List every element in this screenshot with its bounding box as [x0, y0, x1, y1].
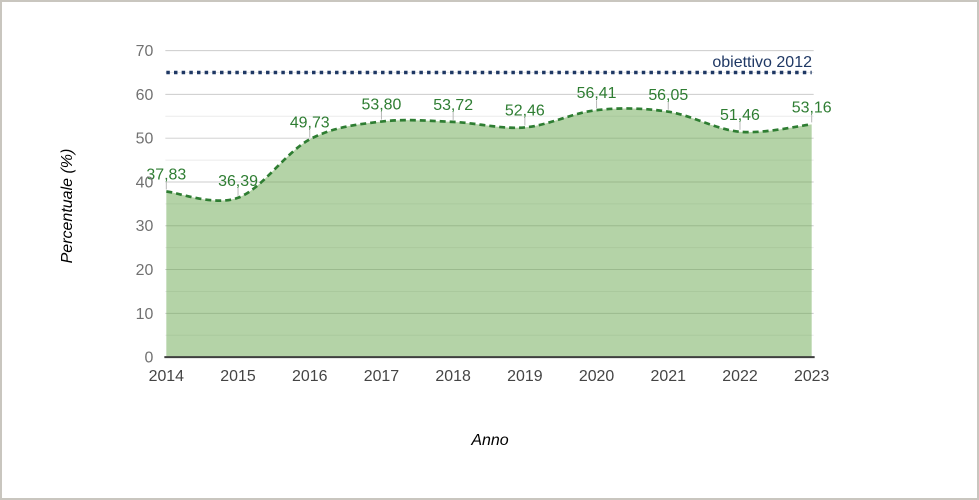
- series-area: [166, 108, 812, 358]
- data-label: 56,05: [648, 87, 688, 104]
- y-tick-label: 10: [136, 306, 154, 323]
- x-tick-label: 2019: [507, 368, 543, 385]
- x-tick-label: 2021: [651, 368, 687, 385]
- data-label: 53,16: [792, 99, 832, 116]
- x-tick-label: 2015: [220, 368, 256, 385]
- series-line: [166, 107, 812, 202]
- y-tick-label: 20: [136, 262, 154, 279]
- y-tick-label: 70: [136, 43, 154, 60]
- x-tick-label: 2020: [579, 368, 615, 385]
- y-tick-label: 0: [145, 350, 154, 367]
- x-tick-label: 2022: [722, 368, 758, 385]
- reference-line-label: obiettivo 2012: [712, 54, 812, 71]
- x-tick-label: 2017: [364, 368, 400, 385]
- x-tick-label: 2018: [435, 368, 471, 385]
- data-label: 49,73: [290, 114, 330, 131]
- y-axis-title: Percentuale (%): [59, 148, 76, 264]
- data-label: 52,46: [505, 103, 545, 120]
- y-tick-label: 30: [136, 218, 154, 235]
- data-label: 53,72: [433, 97, 473, 114]
- data-label: 36,39: [218, 173, 258, 190]
- x-tick-label: 2016: [292, 368, 328, 385]
- data-label: 51,46: [720, 107, 760, 124]
- data-label: 37,83: [146, 167, 186, 184]
- x-tick-label: 2023: [794, 368, 830, 385]
- data-label: 53,80: [362, 97, 402, 114]
- x-tick-label: 2014: [149, 368, 185, 385]
- data-label: 56,41: [577, 85, 617, 102]
- x-axis-title: Anno: [471, 432, 509, 449]
- y-tick-label: 40: [136, 174, 154, 191]
- y-tick-label: 60: [136, 87, 154, 104]
- y-tick-label: 50: [136, 131, 154, 148]
